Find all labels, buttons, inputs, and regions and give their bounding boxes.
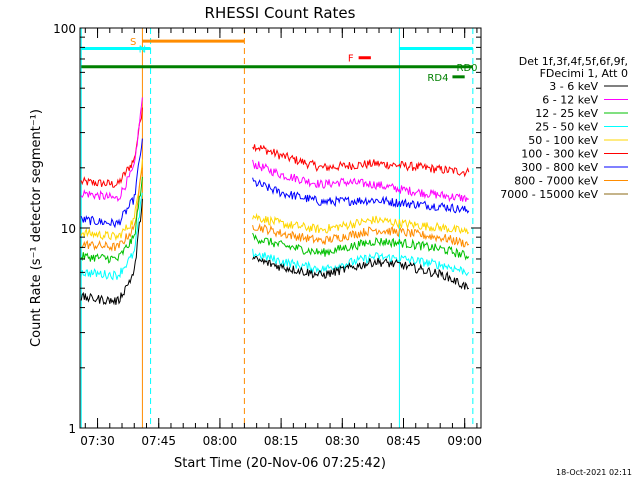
series-line-25-50-kev-2 bbox=[252, 248, 470, 277]
series-line-800-7000-kev-2 bbox=[252, 223, 470, 248]
legend-label-100-300-kev: 100 - 300 keV bbox=[521, 148, 598, 161]
legend: Det 1f,3f,4f,5f,6f,9f,FDecimi 1, Att 03 … bbox=[500, 55, 628, 201]
data-series bbox=[80, 97, 470, 306]
x-tick-label-6: 08:45 bbox=[386, 434, 421, 448]
series-line-300-800-kev-2 bbox=[252, 177, 470, 214]
state-bar-label-2: N bbox=[139, 44, 146, 55]
legend-label-50-100-kev: 50 - 100 keV bbox=[528, 134, 598, 147]
vertical-markers bbox=[80, 28, 474, 428]
series-line-50-100-kev-2 bbox=[252, 212, 470, 235]
axes: 1 10 100 07:30 07:45 08:00 08:15 08:30 08:45 09:0… bbox=[53, 22, 482, 448]
x-tick-label-1: 07:30 bbox=[80, 434, 115, 448]
legend-header-line-2: FDecimi 1, Att 0 bbox=[540, 67, 628, 80]
legend-label-25-50-kev: 25 - 50 keV bbox=[535, 121, 598, 134]
state-bar-label-4: F bbox=[348, 54, 354, 65]
legend-header-line-1: Det 1f,3f,4f,5f,6f,9f, bbox=[519, 55, 628, 68]
series-line-3-6-kev-2 bbox=[252, 255, 470, 290]
x-tick-label-5: 08:30 bbox=[325, 434, 360, 448]
legend-label-3-6-kev: 3 - 6 keV bbox=[549, 80, 598, 93]
series-line-12-25-kev-1 bbox=[80, 176, 143, 264]
state-bar-label-5: RD0 bbox=[457, 63, 478, 74]
y-tick-label-1: 1 bbox=[68, 422, 76, 436]
y-axis-label: Count Rate (s⁻¹ detector segment⁻¹) bbox=[29, 109, 44, 347]
series-line-6-12-kev-1 bbox=[80, 97, 143, 202]
series-line-300-800-kev-1 bbox=[80, 138, 143, 229]
attenuator-bars: SNNFRD0RD4 bbox=[81, 37, 478, 84]
series-line-100-300-kev-1 bbox=[80, 107, 143, 188]
legend-label-12-25-kev: 12 - 25 keV bbox=[535, 107, 598, 120]
x-tick-label-4: 08:15 bbox=[264, 434, 299, 448]
state-bar-label-6: RD4 bbox=[427, 73, 448, 84]
x-tick-label-3: 08:00 bbox=[203, 434, 238, 448]
legend-label-6-12-kev: 6 - 12 keV bbox=[542, 94, 598, 107]
series-line-12-25-kev-2 bbox=[252, 232, 470, 261]
legend-label-7000-15000-kev: 7000 - 15000 keV bbox=[500, 188, 598, 201]
legend-label-300-800-kev: 300 - 800 keV bbox=[521, 161, 598, 174]
x-tick-label-7: 09:00 bbox=[447, 434, 482, 448]
series-line-3-6-kev-1 bbox=[80, 198, 143, 306]
chart-title: RHESSI Count Rates bbox=[205, 4, 356, 22]
series-line-25-50-kev-1 bbox=[80, 192, 143, 281]
series-line-50-100-kev-1 bbox=[80, 159, 143, 242]
footer-date: 18-Oct-2021 02:11 bbox=[556, 468, 632, 477]
series-line-800-7000-kev-1 bbox=[80, 167, 143, 252]
series-line-100-300-kev-2 bbox=[252, 144, 470, 178]
legend-label-800-7000-kev: 800 - 7000 keV bbox=[514, 175, 598, 188]
series-line-6-12-kev-2 bbox=[252, 159, 470, 203]
y-tick-label-3: 100 bbox=[53, 22, 76, 36]
state-bar-label-1: S bbox=[130, 37, 136, 48]
x-tick-label-2: 07:45 bbox=[141, 434, 176, 448]
x-axis-label: Start Time (20-Nov-06 07:25:42) bbox=[174, 456, 386, 471]
y-tick-label-2: 10 bbox=[61, 222, 76, 236]
